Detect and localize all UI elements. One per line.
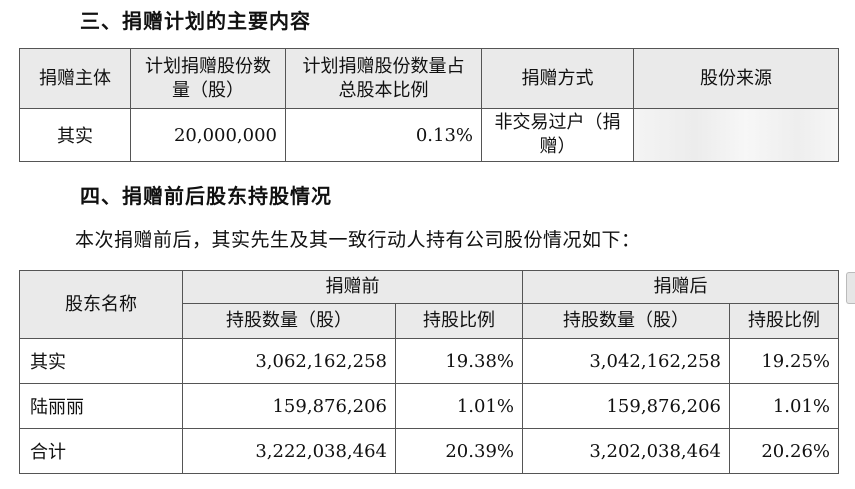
section-4-heading: 四、捐赠前后股东持股情况 <box>80 184 332 208</box>
cell-before-ratio: 19.38% <box>395 338 523 384</box>
table-subheader-row: 持股数量（股） 持股比例 持股数量（股） 持股比例 <box>20 303 839 339</box>
cell-after-ratio: 1.01% <box>729 383 839 429</box>
cell-after-shares: 159,876,206 <box>522 383 730 429</box>
header-before-ratio: 持股比例 <box>395 303 523 339</box>
header-after-shares: 持股数量（股） <box>522 303 730 339</box>
header-planned-ratio: 计划捐赠股份数量占总股本比例 <box>285 48 482 109</box>
header-after-ratio: 持股比例 <box>729 303 839 339</box>
header-shareholder-name: 股东名称 <box>19 270 183 339</box>
header-share-source: 股份来源 <box>633 48 839 109</box>
header-before-donation: 捐赠前 <box>182 270 523 304</box>
donation-plan-table: 捐赠主体 计划捐赠股份数量（股） 计划捐赠股份数量占总股本比例 捐赠方式 股份来… <box>19 48 839 162</box>
cell-after-shares: 3,042,162,258 <box>522 338 730 384</box>
cell-before-shares: 3,062,162,258 <box>182 338 396 384</box>
section-3-heading: 三、捐赠计划的主要内容 <box>80 9 311 33</box>
cell-ratio: 0.13% <box>285 108 482 162</box>
shareholding-table: 股东名称 捐赠前 捐赠后 持股数量（股） 持股比例 持股数量（股） 持股比例 其… <box>19 270 839 474</box>
table-row: 其实 20,000,000 0.13% 非交易过户（捐赠） <box>19 108 839 162</box>
header-method: 捐赠方式 <box>481 48 634 109</box>
intro-paragraph: 本次捐赠前后，其实先生及其一致行动人持有公司股份情况如下： <box>75 229 641 251</box>
cell-before-ratio: 1.01% <box>395 383 523 429</box>
cell-share-source <box>633 108 839 162</box>
cell-before-ratio: 20.39% <box>395 428 523 474</box>
cell-name: 其实 <box>19 338 183 384</box>
cell-donor: 其实 <box>19 108 131 162</box>
cell-shares: 20,000,000 <box>130 108 286 162</box>
cell-after-shares: 3,202,038,464 <box>522 428 730 474</box>
table-row: 陆丽丽 159,876,206 1.01% 159,876,206 1.01% <box>19 383 839 429</box>
cell-method: 非交易过户（捐赠） <box>481 108 634 162</box>
table-row: 合计 3,222,038,464 20.39% 3,202,038,464 20… <box>19 428 839 474</box>
header-donor: 捐赠主体 <box>19 48 131 109</box>
cell-after-ratio: 20.26% <box>729 428 839 474</box>
side-scroll-handle[interactable] <box>846 272 855 304</box>
cell-before-shares: 3,222,038,464 <box>182 428 396 474</box>
table-header-row: 股东名称 捐赠前 捐赠后 <box>19 270 839 339</box>
cell-name: 陆丽丽 <box>19 383 183 429</box>
cell-after-ratio: 19.25% <box>729 338 839 384</box>
cell-before-shares: 159,876,206 <box>182 383 396 429</box>
header-planned-shares: 计划捐赠股份数量（股） <box>130 48 286 109</box>
header-before-shares: 持股数量（股） <box>182 303 396 339</box>
table-row: 其实 3,062,162,258 19.38% 3,042,162,258 19… <box>19 338 839 384</box>
header-after-donation: 捐赠后 <box>522 270 839 304</box>
cell-name: 合计 <box>19 428 183 474</box>
table-header-row: 捐赠主体 计划捐赠股份数量（股） 计划捐赠股份数量占总股本比例 捐赠方式 股份来… <box>19 48 839 109</box>
redaction-mask <box>634 109 838 161</box>
